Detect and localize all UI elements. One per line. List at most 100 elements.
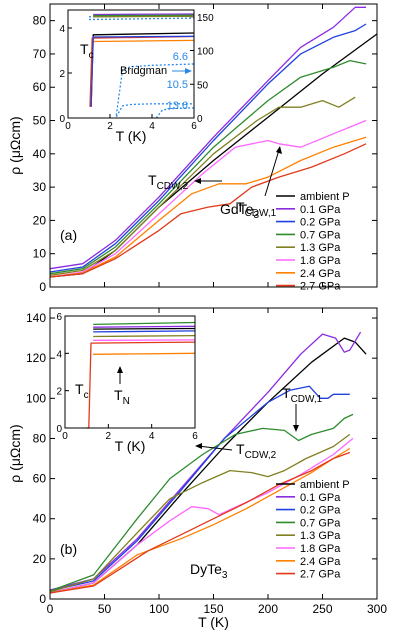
inset: 0 2 4 6 T (K) 0 2 4 0 50 100 150 Tc Bridgman 6.6 10.5 13… — [59, 9, 214, 144]
inset-y-tick-label-right: 0 — [197, 114, 203, 125]
annotation-tcdw2: TCDW,2 — [148, 172, 189, 192]
inset-tc-label: Tc — [75, 381, 89, 401]
bridgman-arrowhead — [185, 68, 192, 74]
inset-dotted-series — [115, 103, 194, 118]
inset-series-line — [93, 321, 196, 326]
x-tick-label: 200 — [258, 602, 278, 616]
inset-tc-label-sub: c — [89, 50, 94, 61]
x-tick-label: 300 — [367, 602, 387, 616]
panel-label: (b) — [60, 541, 77, 557]
annotation-tcdw1-base: T — [282, 385, 291, 401]
annotation-tcdw1: TCDW,1 — [282, 385, 323, 405]
inset-tn-label-base: T — [114, 387, 123, 403]
annotation-tcdw1-sub: CDW,1 — [245, 208, 277, 219]
legend-label: 0.7 GPa — [300, 229, 341, 241]
annotation-tcdw1-base: T — [236, 199, 245, 215]
series-line — [49, 437, 354, 594]
series-line — [49, 59, 367, 275]
x-axis-label: T (K) — [198, 614, 229, 630]
inset-series-line — [93, 13, 195, 16]
arrow-tcdw1 — [264, 149, 280, 197]
y-tick-label: 60 — [33, 472, 47, 486]
y-axis-label: ρ (μΩcm) — [7, 116, 23, 174]
plot-frame — [49, 307, 378, 600]
inset-dotted-series — [88, 17, 195, 21]
legend-label: 0.1 GPa — [300, 204, 341, 216]
legend-label: 0.2 GPa — [300, 505, 341, 517]
y-tick-label: 40 — [33, 147, 47, 161]
annotation-tcdw2: TCDW,2 — [236, 441, 277, 461]
y-tick-label: 10 — [33, 247, 47, 261]
legend-label: 0.2 GPa — [300, 217, 341, 229]
inset-x-tick-label: 6 — [192, 431, 198, 442]
inset-tn-label: TN — [114, 387, 130, 407]
annotation-tcdw1-sub: CDW,1 — [291, 394, 323, 405]
y-tick-label: 80 — [33, 14, 47, 28]
compound-label-sub: 3 — [222, 570, 228, 581]
legend-label: 1.3 GPa — [300, 242, 341, 254]
inset-x-axis-label: T (K) — [116, 128, 147, 144]
inset-tn-label-sub: N — [123, 396, 130, 407]
arrowhead-tcdw2 — [195, 443, 202, 449]
legend-label: 2.7 GPa — [300, 281, 341, 293]
legend-label: 2.4 GPa — [300, 268, 341, 280]
arrowhead-tcdw1 — [276, 146, 282, 154]
inset-x-tick-label: 0 — [62, 431, 68, 442]
inset-series-line — [93, 334, 196, 338]
inset-tc-label-sub: c — [84, 390, 89, 401]
inset-frame — [64, 315, 196, 429]
inset-bridgman-label: Bridgman — [120, 65, 167, 77]
panel-label: (a) — [60, 227, 77, 243]
legend-label: 1.3 GPa — [300, 530, 341, 542]
inset-y-tick-label: 0 — [56, 424, 62, 435]
x-tick-label: 150 — [203, 602, 223, 616]
inset-x-tick-label: 4 — [149, 121, 155, 132]
inset-x-tick-label: 4 — [149, 431, 155, 442]
annotation-tcdw2-sub: CDW,2 — [245, 450, 277, 461]
inset-x-tick-label: 2 — [106, 431, 112, 442]
inset-series-line — [93, 330, 196, 333]
series-line — [49, 385, 350, 592]
inset-x-tick-label: 6 — [191, 121, 197, 132]
compound-label: GdTe3 — [220, 201, 259, 221]
series-line — [49, 143, 367, 278]
inset-y-tick-label: 2 — [56, 387, 62, 398]
series-line — [49, 451, 351, 594]
arrowhead-tcdw1 — [293, 425, 299, 432]
y-tick-label: 70 — [33, 47, 47, 61]
x-tick-label: 0 — [47, 602, 54, 616]
inset-y-tick-label: 6 — [56, 312, 62, 323]
y-tick-label: 50 — [33, 114, 47, 128]
y-tick-label: 100 — [26, 391, 46, 405]
y-tick-label: 60 — [33, 80, 47, 94]
inset-series-line — [93, 327, 196, 330]
legend-label: 1.8 GPa — [300, 543, 341, 555]
inset-series-line — [93, 15, 195, 18]
legend-label: 0.7 GPa — [300, 517, 341, 529]
inset-dotted-series — [155, 107, 195, 119]
y-axis-label: ρ (μΩcm) — [7, 424, 23, 482]
inset-x-tick-label: 0 — [65, 121, 71, 132]
y-tick-label: 80 — [33, 431, 47, 445]
legend-label: 2.7 GPa — [300, 569, 341, 581]
series-line — [49, 6, 367, 270]
y-tick-label: 20 — [33, 552, 47, 566]
series-line — [49, 119, 367, 278]
inset-y-tick-label-right: 50 — [197, 80, 209, 91]
y-tick-label: 0 — [39, 592, 46, 606]
inset-x-axis-label: T (K) — [115, 438, 146, 454]
compound-label-sub: 3 — [253, 210, 259, 221]
series-line — [49, 96, 356, 276]
y-tick-label: 40 — [33, 512, 47, 526]
compound-label-base: DyTe — [190, 561, 222, 577]
arrow-tcdw2 — [197, 445, 233, 451]
x-tick-label: 50 — [98, 602, 112, 616]
y-tick-label: 140 — [26, 311, 46, 325]
inset-frame — [67, 9, 195, 119]
inset-pressure-label: 10.5 — [167, 79, 188, 91]
x-tick-label: 250 — [312, 602, 332, 616]
legend-label: 1.8 GPa — [300, 255, 341, 267]
